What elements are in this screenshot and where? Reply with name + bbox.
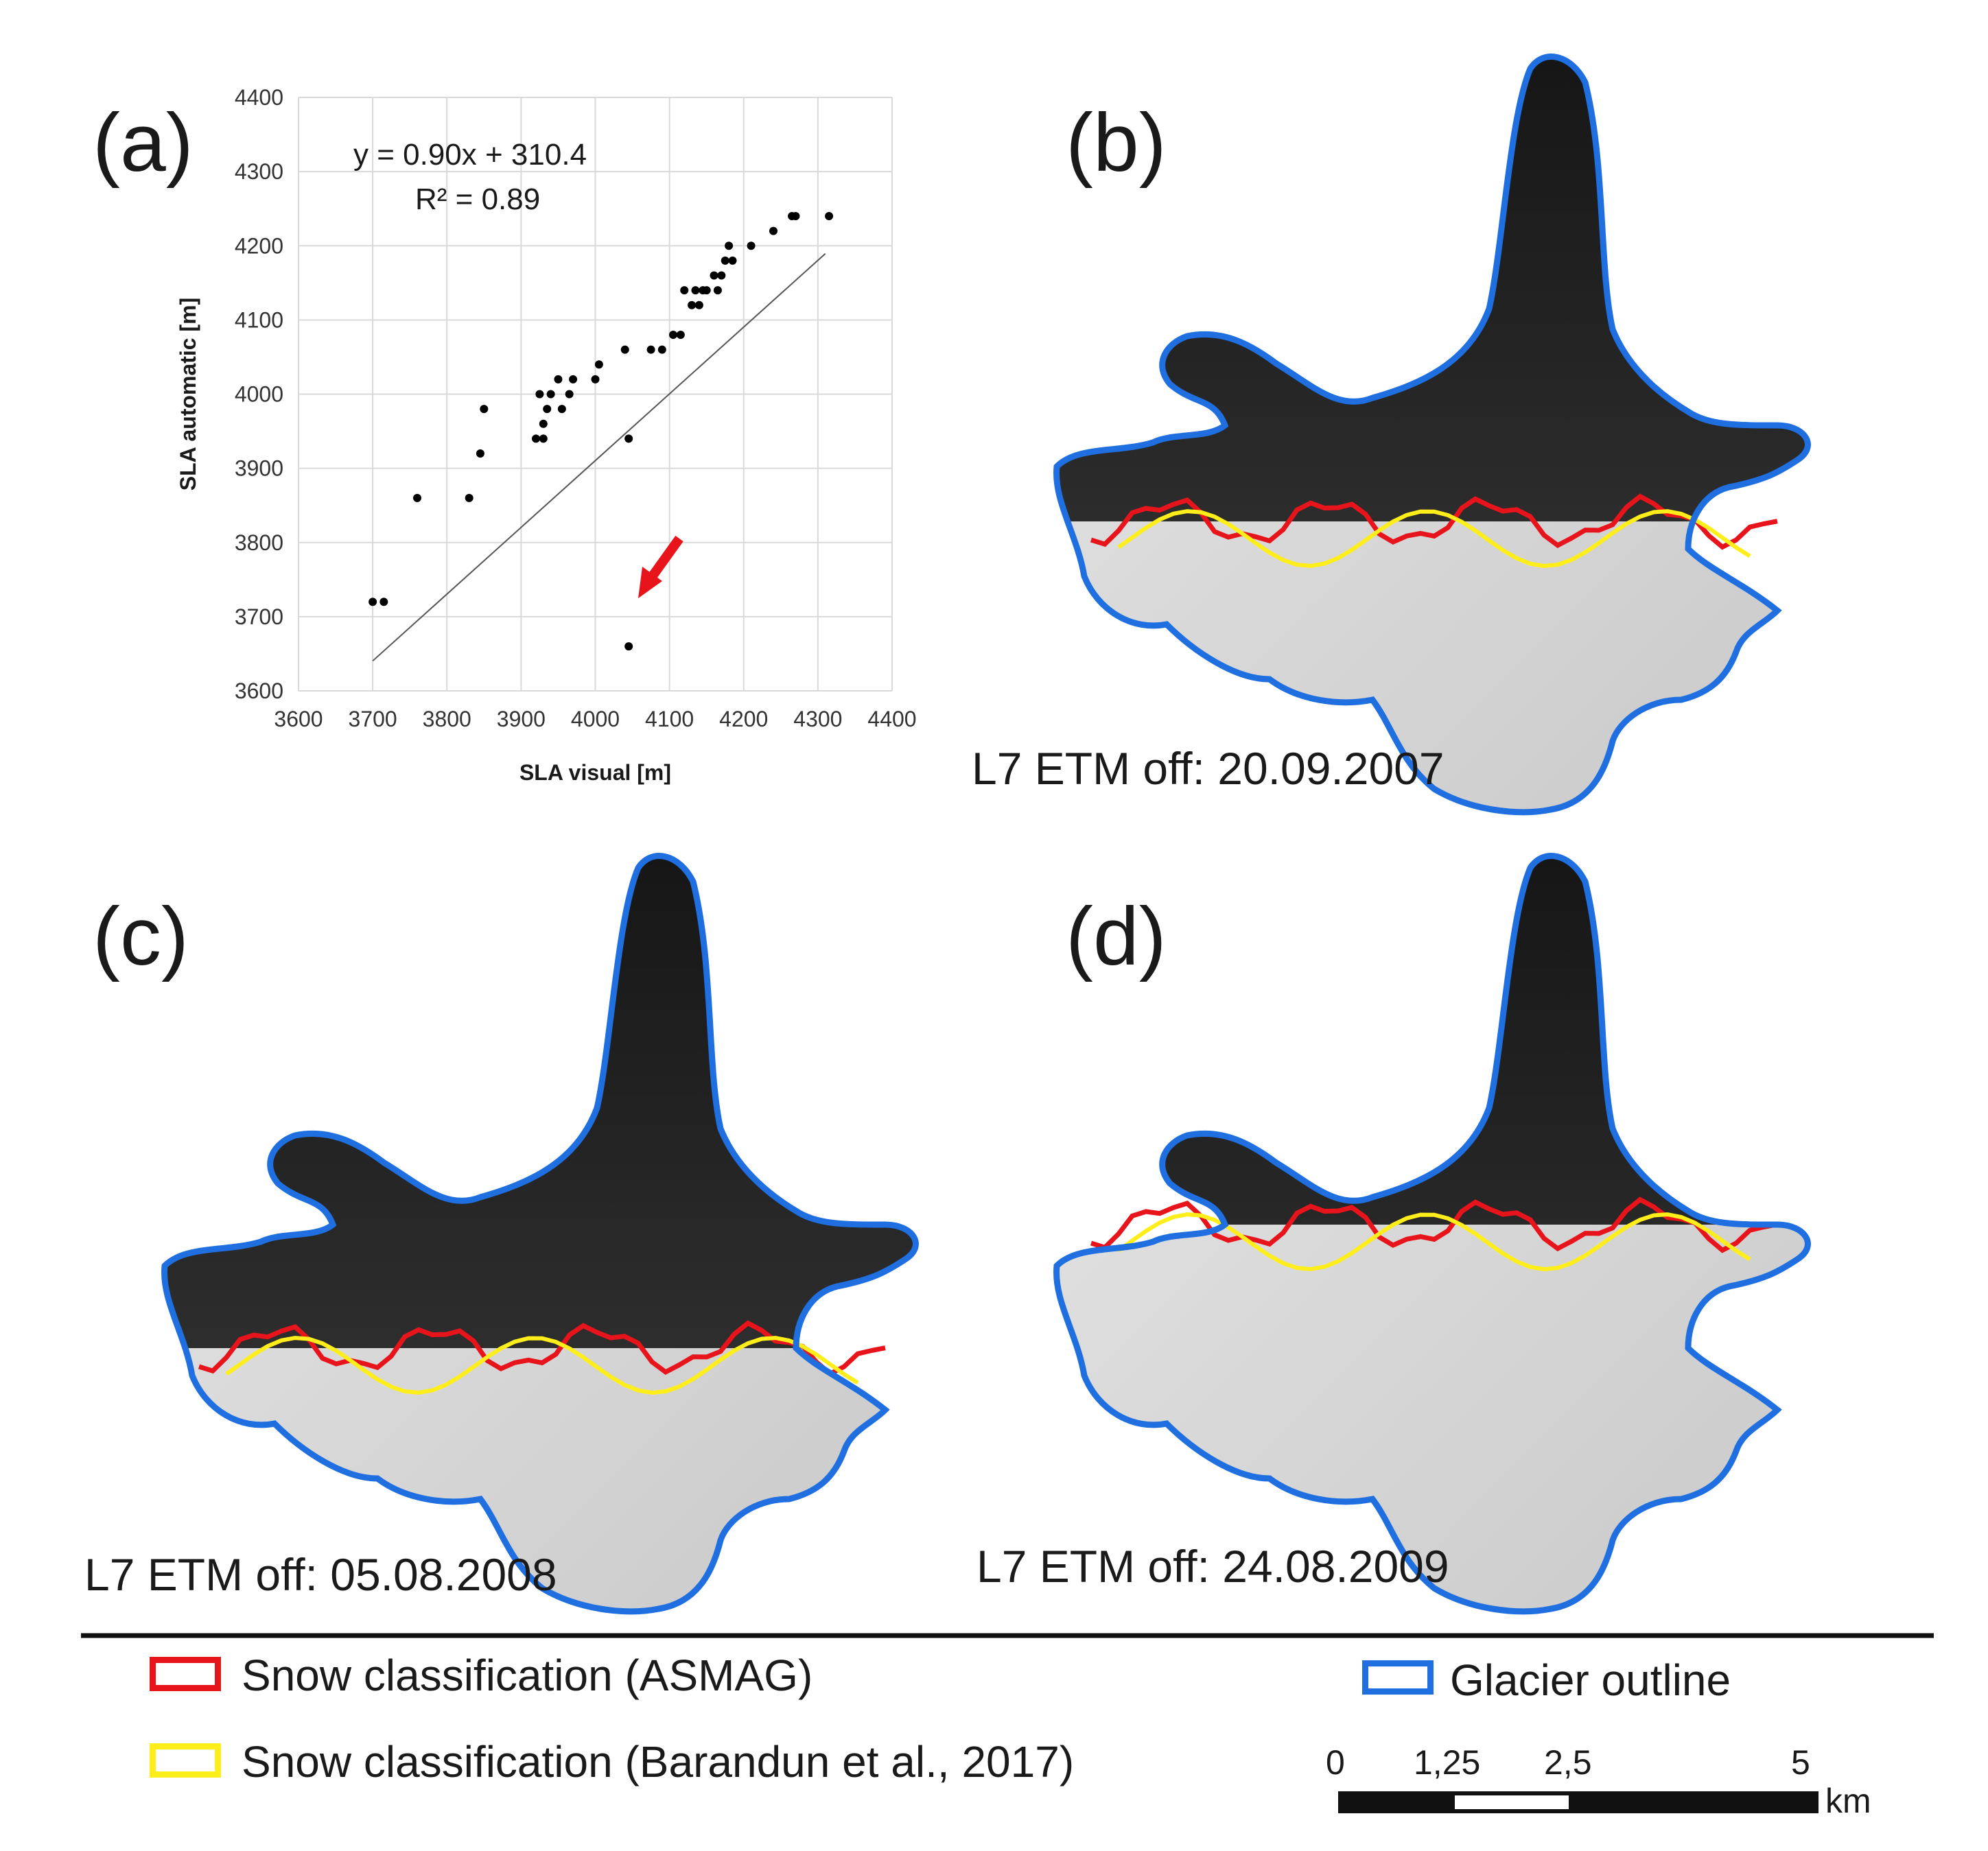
- caption-2007: L7 ETM off: 20.09.2007: [972, 743, 1445, 794]
- data-point: [713, 286, 722, 295]
- x-tick-label: 3600: [274, 707, 323, 731]
- glacier-map-2007: [1057, 57, 1808, 812]
- data-point: [569, 375, 578, 384]
- caption-2008: L7 ETM off: 05.08.2008: [84, 1549, 557, 1600]
- y-tick-label: 4000: [235, 382, 283, 407]
- panel-label-b: (b): [1066, 97, 1167, 189]
- data-point: [691, 286, 700, 295]
- data-point: [769, 226, 777, 235]
- data-point: [791, 212, 800, 220]
- data-point: [594, 360, 603, 369]
- data-point: [728, 256, 737, 265]
- scale-label-1-25: 1,25: [1414, 1743, 1481, 1782]
- data-point: [532, 434, 540, 443]
- y-tick-label: 4200: [235, 233, 283, 258]
- data-point: [591, 375, 600, 384]
- data-point: [669, 331, 678, 339]
- legend-swatch-asmag: [150, 1657, 221, 1691]
- data-point: [557, 405, 566, 414]
- x-tick-label: 4300: [793, 707, 842, 731]
- data-point: [676, 331, 685, 339]
- x-tick-label: 3700: [349, 707, 397, 731]
- data-point: [657, 345, 666, 354]
- x-tick-label: 4100: [645, 707, 694, 731]
- data-point: [646, 345, 655, 354]
- data-point: [476, 449, 484, 458]
- data-point: [725, 241, 734, 250]
- data-point: [480, 405, 489, 414]
- scale-unit: km: [1825, 1782, 1871, 1820]
- data-point: [717, 271, 726, 280]
- scale-label-2-5: 2,5: [1544, 1743, 1592, 1782]
- x-tick-label: 4200: [719, 707, 768, 731]
- x-tick-label: 4400: [867, 707, 916, 731]
- scale-bar: [1338, 1791, 1819, 1813]
- y-axis-title: SLA automatic [m]: [176, 298, 200, 491]
- legend-swatch-barandun: [150, 1743, 221, 1778]
- glacier-map-2008: [165, 856, 916, 1612]
- data-point: [546, 390, 555, 399]
- y-tick-label: 3600: [235, 679, 283, 703]
- panel-label-d: (d): [1066, 891, 1167, 982]
- snowline-barandun: [225, 1336, 859, 1395]
- y-tick-label: 4100: [235, 307, 283, 332]
- data-point: [624, 642, 633, 651]
- scale-label-0: 0: [1326, 1743, 1345, 1782]
- data-point: [688, 300, 697, 309]
- y-tick-label: 4400: [235, 85, 283, 110]
- x-tick-label: 4000: [571, 707, 620, 731]
- snowline-barandun: [1117, 509, 1751, 569]
- data-point: [680, 286, 689, 295]
- panel-label-a: (a): [93, 97, 194, 189]
- data-point: [543, 405, 552, 414]
- data-point: [539, 419, 548, 428]
- outlier-arrow: [638, 535, 683, 598]
- data-point: [379, 598, 388, 606]
- data-point: [721, 256, 729, 265]
- x-axis-title: SLA visual [m]: [519, 760, 671, 785]
- r-squared-label: R² = 0.89: [415, 182, 540, 216]
- scatter-plot: 3600 3700 3800 3900 4000 4100 4200 4300 4400 3600…: [176, 85, 917, 785]
- data-point: [702, 286, 711, 295]
- data-point: [369, 598, 377, 606]
- data-point: [624, 434, 633, 443]
- legend-label-asmag: Snow classification (ASMAG): [242, 1651, 813, 1700]
- trendline-equation: y = 0.90x + 310.4: [353, 138, 587, 172]
- legend-label-outline: Glacier outline: [1450, 1655, 1731, 1705]
- data-point: [710, 271, 718, 280]
- data-point: [539, 434, 548, 443]
- data-point: [465, 493, 473, 502]
- data-point: [535, 390, 544, 399]
- data-point: [825, 212, 834, 220]
- data-point: [620, 345, 629, 354]
- x-tick-label: 3800: [423, 707, 471, 731]
- data-point: [413, 493, 421, 502]
- y-tick-label: 3900: [235, 456, 283, 481]
- data-point: [554, 375, 563, 384]
- panel-label-c: (c): [93, 891, 189, 982]
- trendline: [372, 252, 826, 662]
- data-point: [747, 241, 756, 250]
- caption-2009: L7 ETM off: 24.08.2009: [977, 1541, 1449, 1592]
- data-point: [694, 300, 703, 309]
- scale-label-5: 5: [1791, 1743, 1810, 1782]
- legend-label-barandun: Snow classification (Barandun et al., 20…: [242, 1737, 1075, 1787]
- y-tick-label: 4300: [235, 159, 283, 184]
- data-point: [565, 390, 574, 399]
- y-tick-label: 3800: [235, 530, 283, 555]
- glacier-snow-area: [1056, 856, 1808, 1612]
- x-tick-label: 3900: [497, 707, 546, 731]
- y-tick-label: 3700: [235, 604, 283, 629]
- glacier-map-2009: [1057, 856, 1808, 1612]
- legend-swatch-outline: [1362, 1660, 1434, 1695]
